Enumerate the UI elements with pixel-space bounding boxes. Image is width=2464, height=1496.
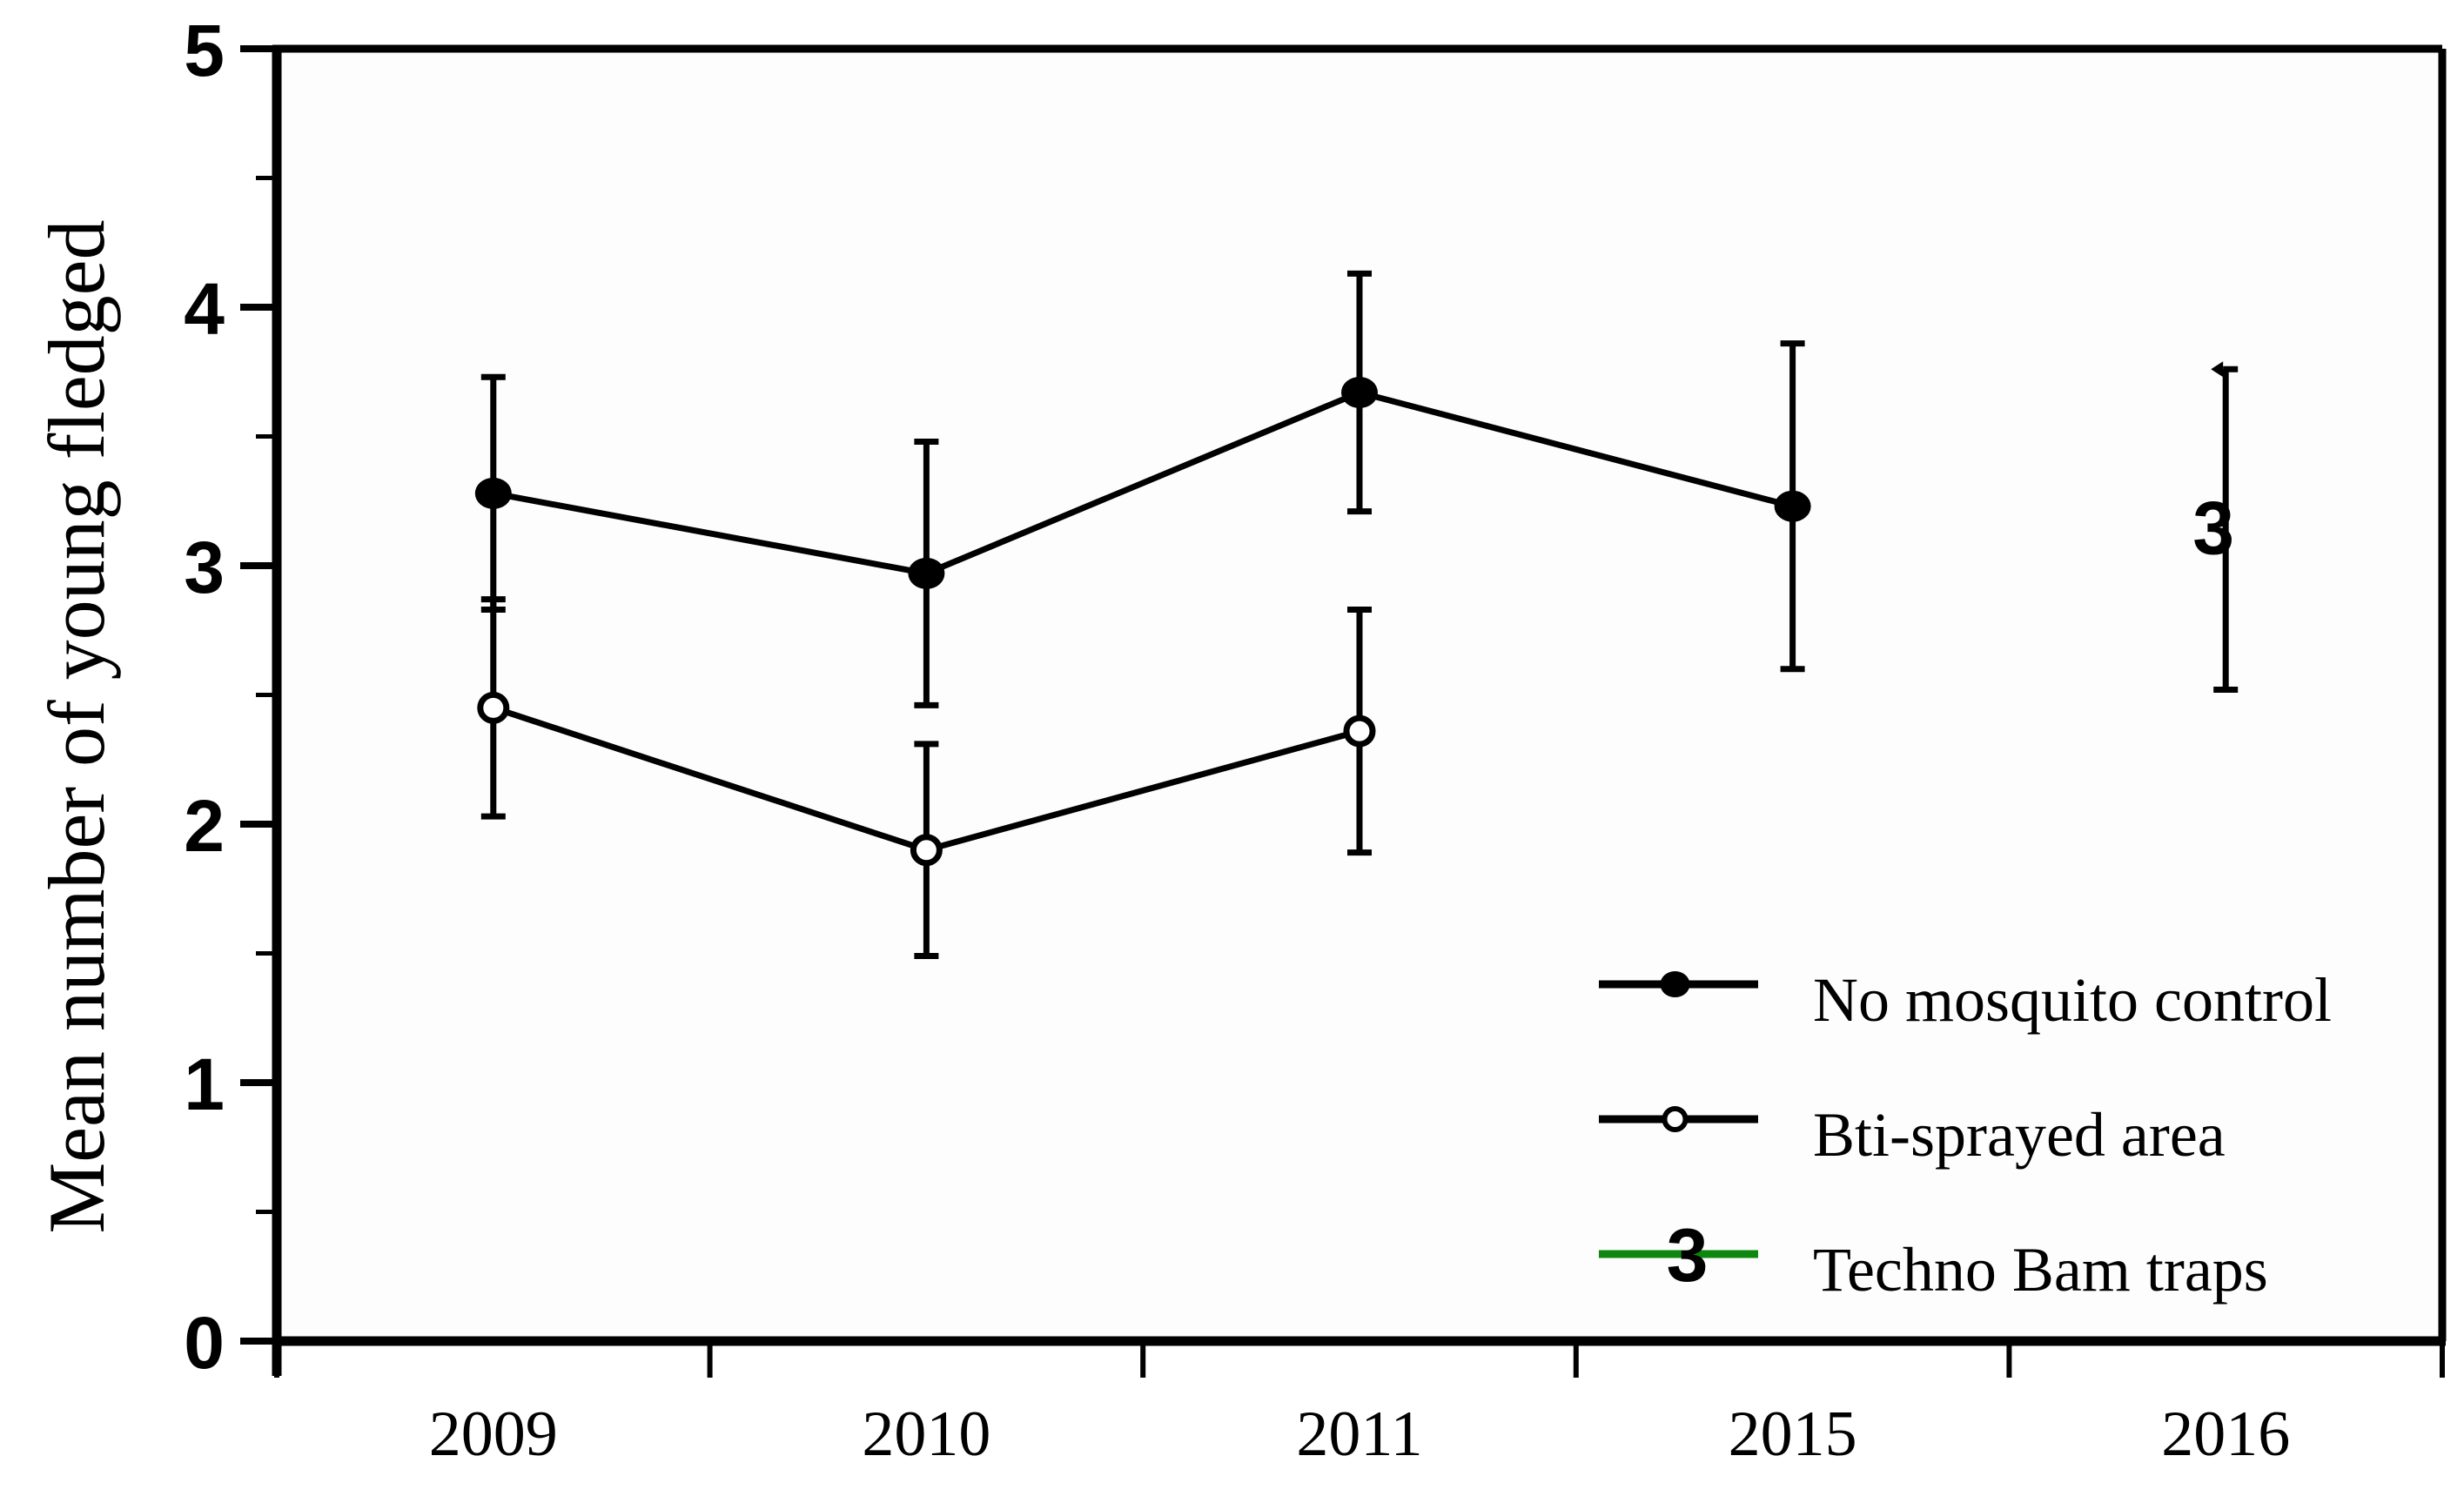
- y-tick-label: 1: [184, 1043, 225, 1125]
- y-tick-label: 4: [184, 268, 225, 350]
- x-tick-label: 2010: [862, 1399, 990, 1470]
- filled-circle-marker: [908, 557, 945, 589]
- series-line-filled-circle: [493, 389, 1794, 577]
- open-circle-marker: [1343, 714, 1376, 748]
- x-tick-label: 2016: [2161, 1399, 2290, 1470]
- filled-circle-marker: [474, 477, 512, 509]
- x-tick-label: 2011: [1296, 1399, 1422, 1470]
- legend-label: Techno Bam traps: [1813, 1235, 2268, 1305]
- filled-circle-marker: [1341, 377, 1378, 409]
- y-tick-label: 2: [184, 785, 225, 867]
- open-circle-marker: [910, 834, 943, 867]
- legend-open-circle-icon: [1662, 1106, 1689, 1132]
- y-axis-title: Mean number of young fledged: [32, 219, 121, 1233]
- open-circle-marker: [477, 691, 510, 724]
- x-tick-label: 2015: [1729, 1399, 1857, 1470]
- legend-label: No mosquito control: [1813, 965, 2332, 1035]
- y-tick-label: 0: [184, 1302, 225, 1384]
- error-cap-arrow-icon: [2211, 361, 2224, 378]
- legend-filled-circle-icon: [1660, 971, 1690, 997]
- legend-label: Bti-sprayed area: [1813, 1100, 2226, 1170]
- filled-circle-marker: [1774, 490, 1811, 522]
- y-tick-label: 3: [184, 527, 225, 608]
- y-tick-label: 5: [184, 10, 225, 91]
- legend-numeral-3-icon: 3: [1667, 1214, 1709, 1298]
- x-tick-label: 2009: [429, 1399, 558, 1470]
- numeral-3-marker: 3: [2192, 486, 2234, 570]
